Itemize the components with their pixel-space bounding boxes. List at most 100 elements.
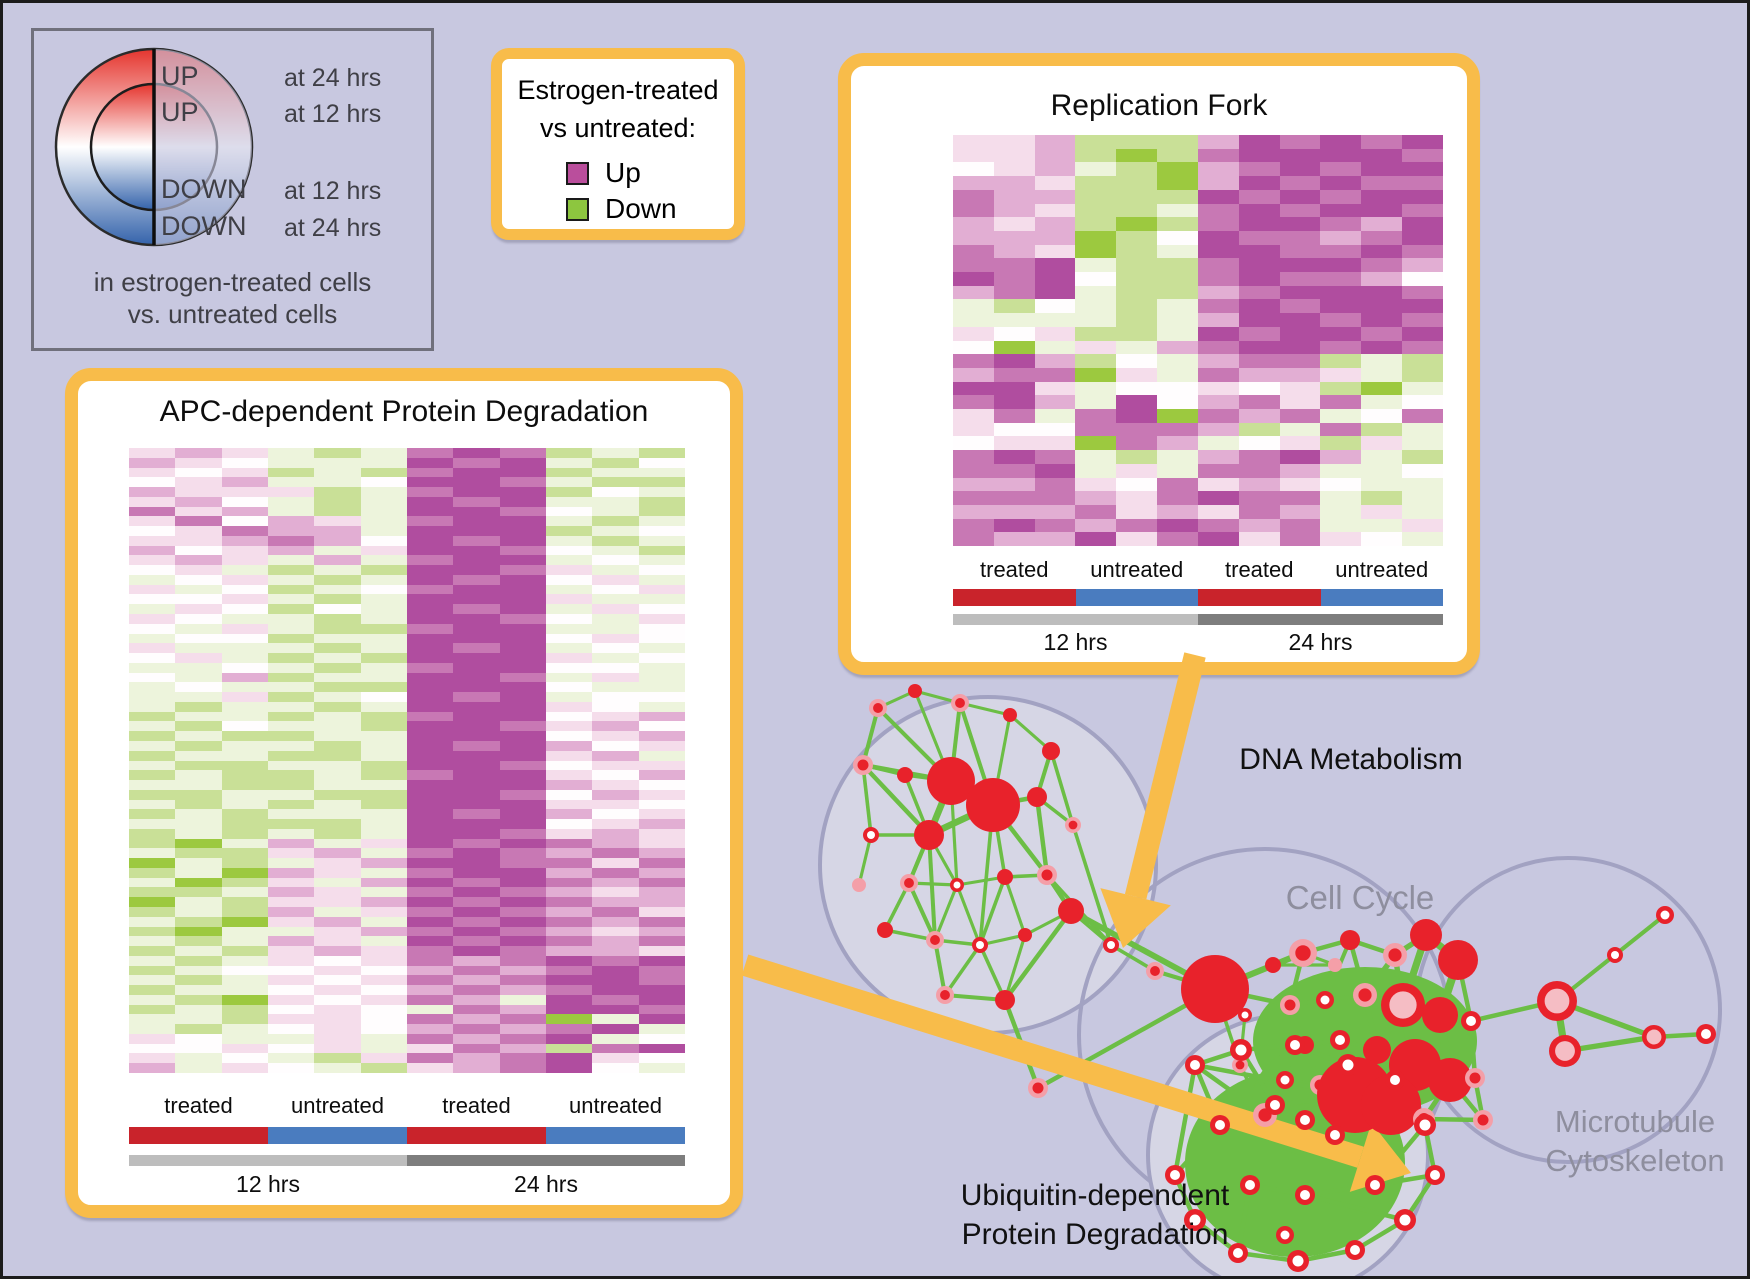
heatmap-cell <box>314 955 361 966</box>
heatmap-cell <box>314 750 361 761</box>
heatmap-cell <box>638 740 685 751</box>
network-node-core <box>930 935 940 945</box>
heatmap-cell <box>453 819 500 829</box>
heatmap-cell <box>1075 244 1117 259</box>
heatmap-cell <box>1279 217 1321 231</box>
heatmap-cell <box>175 819 222 829</box>
heatmap-row <box>129 946 685 956</box>
heatmap-cell <box>1116 395 1158 410</box>
heatmap-cell <box>1361 285 1403 300</box>
network-edge <box>959 701 1011 717</box>
heatmap-cell <box>129 838 176 849</box>
heatmap-cell <box>499 487 546 497</box>
heatmap-row <box>129 994 685 1005</box>
heatmap-cell <box>499 1024 546 1034</box>
heatmap-cell <box>545 535 593 546</box>
heatmap-cell <box>1197 463 1239 478</box>
heatmap-cell <box>406 946 454 956</box>
heatmap-row <box>129 477 685 488</box>
heatmap-cell <box>592 584 639 595</box>
heatmap-cell <box>129 770 176 781</box>
untreated-bar <box>1075 589 1198 606</box>
heatmap-cell <box>1320 367 1362 382</box>
network-edge <box>1239 1048 1277 1107</box>
rf-condition-bars <box>953 589 1443 606</box>
heatmap-cell <box>499 448 546 458</box>
heatmap-cell <box>1034 367 1076 382</box>
network-edge <box>1324 992 1366 1003</box>
heatmap-cell <box>406 760 454 771</box>
heatmap-cell <box>406 750 454 761</box>
heatmap-cell <box>1034 354 1076 368</box>
network-edge <box>907 780 953 884</box>
network-node <box>1328 958 1342 972</box>
heatmap-cell <box>592 848 639 859</box>
network-node-core <box>1660 910 1670 920</box>
heatmap-cell <box>1402 162 1443 177</box>
heatmap-cell <box>406 653 454 663</box>
heatmap-cell <box>175 1043 222 1054</box>
heatmap-cell <box>360 1033 407 1044</box>
network-node <box>1028 1078 1048 1098</box>
heatmap-cell <box>592 711 639 722</box>
network-edge <box>1422 1124 1438 1176</box>
heatmap-cell <box>406 633 454 644</box>
heatmap-cell <box>1116 230 1158 245</box>
network-edge <box>1003 876 1027 936</box>
network-edge <box>1214 963 1274 991</box>
heatmap-cell <box>314 819 361 829</box>
heatmap-cell <box>1197 518 1239 533</box>
network-edge <box>926 834 938 941</box>
heatmap-cell <box>314 887 361 898</box>
network-edge <box>1303 1193 1357 1252</box>
heatmap-cell <box>267 467 315 478</box>
heatmap-cell <box>406 623 454 634</box>
network-edge <box>1333 1103 1393 1137</box>
heatmap-cell <box>406 545 454 556</box>
heatmap-cell <box>267 936 315 947</box>
network-edge <box>1332 1064 1351 1136</box>
heatmap-row <box>129 1014 685 1025</box>
heatmap-cell <box>1034 491 1076 505</box>
heatmap-cell <box>545 604 593 615</box>
heatmap-cell <box>993 176 1035 190</box>
heatmap-cell <box>545 1053 593 1064</box>
heatmap-cell <box>993 299 1035 314</box>
network-edge <box>955 884 982 946</box>
heatmap-cell <box>314 897 361 907</box>
treated-bar <box>953 589 1076 606</box>
heatmap-cell <box>1075 395 1117 410</box>
heatmap-cell <box>1402 313 1443 327</box>
heatmap-cell <box>406 985 454 995</box>
heatmap-cell <box>360 662 407 673</box>
heatmap-cell <box>221 701 268 712</box>
heatmap-cell <box>1034 189 1076 204</box>
heatmap-cell <box>1116 189 1158 204</box>
network-node <box>1265 957 1281 973</box>
heatmap-cell <box>1075 354 1117 368</box>
network-edge <box>857 834 873 886</box>
heatmap-cell <box>499 672 546 683</box>
heatmap-cell <box>129 965 176 976</box>
heatmap-row <box>129 516 685 527</box>
heatmap-row <box>129 496 685 507</box>
network-node <box>853 755 873 775</box>
network-node-core <box>1235 1060 1245 1070</box>
network-node <box>1642 1025 1666 1049</box>
heatmap-cell <box>499 633 546 644</box>
heatmap-cell <box>314 926 361 937</box>
network-edge <box>884 928 936 942</box>
heatmap-cell <box>638 496 685 507</box>
network-node <box>1361 1075 1421 1135</box>
heatmap-cell <box>314 467 361 478</box>
heatmap-cell <box>1034 285 1076 300</box>
heatmap-cell <box>1157 326 1198 341</box>
network-edge <box>1304 1037 1341 1048</box>
heatmap-cell <box>129 789 176 800</box>
heatmap-cell <box>1197 176 1239 190</box>
network-edge <box>1293 1043 1357 1097</box>
heatmap-cell <box>267 721 315 732</box>
heatmap-cell <box>406 662 454 673</box>
heatmap-cell <box>129 682 176 693</box>
heatmap-cell <box>175 994 222 1005</box>
